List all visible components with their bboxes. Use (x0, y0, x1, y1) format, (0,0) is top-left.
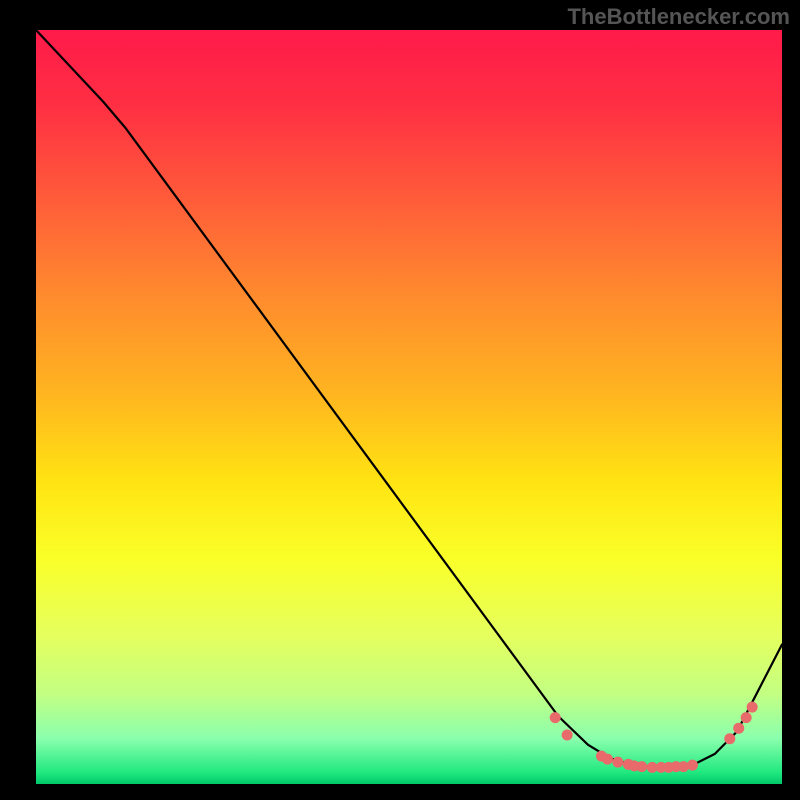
data-marker (562, 729, 573, 740)
data-marker (724, 733, 735, 744)
curve-line (36, 30, 782, 767)
data-marker (733, 723, 744, 734)
data-marker (602, 754, 613, 765)
chart-container: TheBottlenecker.com (0, 0, 800, 800)
data-marker (741, 712, 752, 723)
watermark-text: TheBottlenecker.com (567, 4, 790, 30)
data-marker (550, 712, 561, 723)
data-marker (687, 760, 698, 771)
data-marker (747, 702, 758, 713)
data-marker (612, 757, 623, 768)
data-marker (636, 761, 647, 772)
plot-svg (0, 0, 800, 800)
